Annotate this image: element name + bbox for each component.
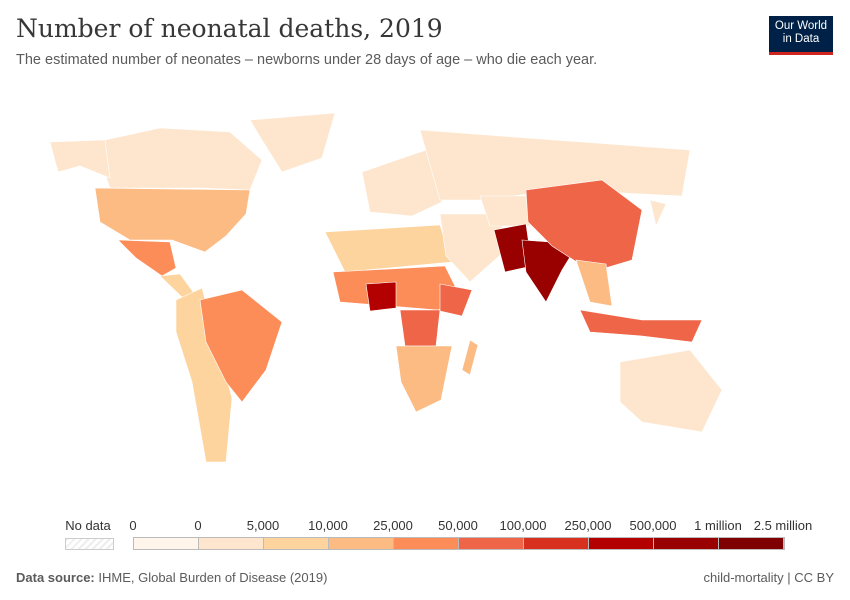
- legend-tick-label: 500,000: [629, 518, 677, 533]
- country-madagascar[interactable]: [461, 339, 479, 376]
- country-europe[interactable]: [361, 147, 443, 217]
- legend-bin-9[interactable]: [719, 538, 784, 549]
- legend-bin-2[interactable]: [264, 538, 329, 549]
- legend-bin-8[interactable]: [654, 538, 719, 549]
- legend-no-data-label: No data: [65, 518, 111, 533]
- legend-bin-6[interactable]: [524, 538, 589, 549]
- source-text: IHME, Global Burden of Disease (2019): [98, 570, 328, 585]
- country-indonesia[interactable]: [579, 309, 703, 343]
- legend-tick-label: 50,000: [438, 518, 478, 533]
- legend-no-data-swatch: [65, 538, 114, 550]
- legend-bin-0[interactable]: [134, 538, 199, 549]
- country-nigeria[interactable]: [365, 281, 397, 312]
- country-north-africa[interactable]: [324, 224, 453, 273]
- country-alaska[interactable]: [49, 139, 111, 179]
- owid-logo[interactable]: Our World in Data: [769, 16, 833, 55]
- country-japan[interactable]: [649, 199, 667, 227]
- country-dr-congo[interactable]: [399, 309, 441, 347]
- legend-bin-1[interactable]: [199, 538, 264, 549]
- country-mexico[interactable]: [117, 239, 177, 277]
- country-china[interactable]: [525, 179, 643, 273]
- country-greenland[interactable]: [249, 112, 336, 173]
- legend-tick-label: 0: [194, 518, 202, 533]
- legend-color-bar: [133, 537, 785, 550]
- license[interactable]: child-mortality | CC BY: [703, 570, 834, 585]
- legend-tick-label: 10,000: [308, 518, 348, 533]
- country-southeast-asia[interactable]: [575, 259, 613, 307]
- legend-tick-label: 5,000: [246, 518, 280, 533]
- country-australia[interactable]: [619, 349, 723, 433]
- country-brazil[interactable]: [199, 289, 283, 403]
- country-central-asia[interactable]: [479, 195, 541, 227]
- subtitle: The estimated number of neonates – newbo…: [16, 52, 598, 68]
- legend-tick-label: 250,000: [564, 518, 612, 533]
- legend-bin-5[interactable]: [459, 538, 524, 549]
- legend-tick-label: 2.5 million: [753, 518, 813, 533]
- source-label: Data source:: [16, 570, 95, 585]
- legend-tick-label: 0: [129, 518, 137, 533]
- page-title: Number of neonatal deaths, 2019: [16, 14, 443, 43]
- data-source: Data source: IHME, Global Burden of Dise…: [16, 570, 327, 585]
- country-canada[interactable]: [99, 127, 263, 191]
- world-map: [49, 112, 723, 463]
- legend-bin-4[interactable]: [394, 538, 459, 549]
- legend-tick-label: 100,000: [499, 518, 547, 533]
- country-ethiopia[interactable]: [439, 283, 473, 317]
- legend-tick-label: 25,000: [373, 518, 413, 533]
- legend-tick-label: 1 million: [694, 518, 742, 533]
- country-united-states[interactable]: [94, 187, 251, 253]
- legend-bin-3[interactable]: [329, 538, 394, 549]
- country-southern-africa[interactable]: [395, 345, 453, 413]
- legend-bin-7[interactable]: [589, 538, 654, 549]
